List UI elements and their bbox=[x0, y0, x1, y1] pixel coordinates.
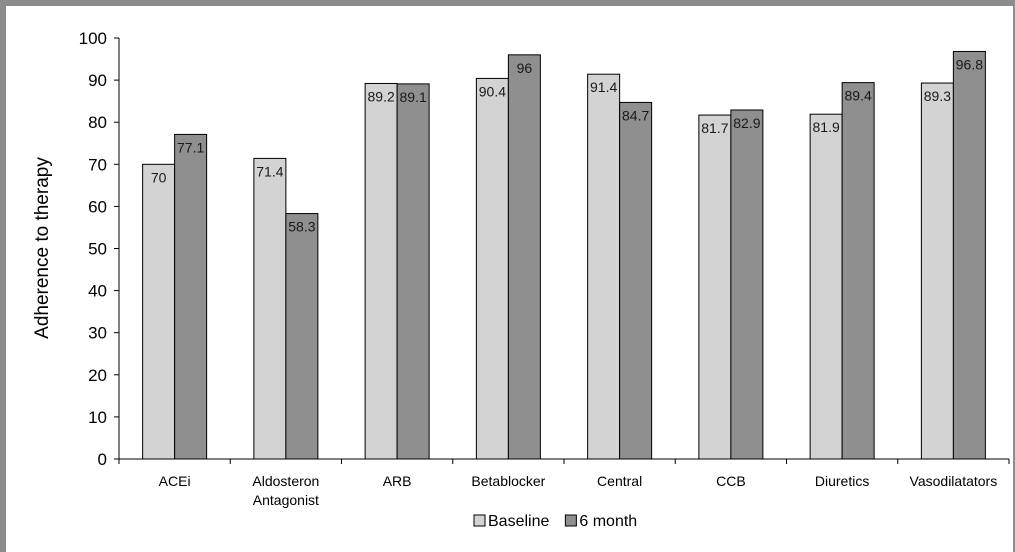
data-label: 96 bbox=[517, 60, 533, 76]
y-tick-label: 10 bbox=[88, 408, 107, 427]
y-tick-label: 20 bbox=[88, 366, 107, 385]
data-label: 89.4 bbox=[845, 88, 872, 104]
y-tick-label: 70 bbox=[88, 155, 107, 174]
y-tick-label: 0 bbox=[98, 450, 107, 469]
bar bbox=[174, 133, 208, 460]
data-label: 70 bbox=[151, 169, 167, 185]
legend-swatch bbox=[564, 514, 577, 527]
data-label: 91.4 bbox=[590, 79, 617, 95]
x-tick-label: Diuretics bbox=[815, 473, 869, 489]
x-tick-label: ARB bbox=[383, 473, 412, 489]
data-label: 96.8 bbox=[956, 56, 983, 72]
y-tick-label: 100 bbox=[79, 29, 107, 48]
data-label: 89.1 bbox=[400, 89, 427, 105]
y-axis-label: Adherence to therapy bbox=[32, 157, 53, 339]
legend-label: Baseline bbox=[488, 513, 549, 530]
data-label: 90.4 bbox=[479, 83, 506, 99]
x-tick-label: Central bbox=[597, 473, 642, 489]
legend: Baseline 6 month bbox=[473, 513, 637, 530]
data-label: 84.7 bbox=[622, 107, 649, 123]
data-label: 81.7 bbox=[701, 120, 728, 136]
x-tick-label-line: Vasodilatators bbox=[910, 473, 998, 489]
bar bbox=[587, 73, 621, 460]
bar bbox=[730, 109, 764, 460]
y-tick-label: 30 bbox=[88, 324, 107, 343]
x-tick-label-line: Antagonist bbox=[253, 492, 319, 508]
bar bbox=[507, 54, 541, 460]
x-tick-label-line: Central bbox=[597, 473, 642, 489]
bar bbox=[952, 50, 986, 460]
data-label: 81.9 bbox=[813, 119, 840, 135]
x-tick-label: Vasodilatators bbox=[910, 473, 998, 489]
y-tick-label: 40 bbox=[88, 282, 107, 301]
y-tick-label: 80 bbox=[88, 113, 107, 132]
y-tick-label: 90 bbox=[88, 71, 107, 90]
x-tick-label: Betablocker bbox=[471, 473, 545, 489]
x-tick-label-line: Aldosteron bbox=[252, 473, 319, 489]
data-label: 82.9 bbox=[733, 115, 760, 131]
x-tick-label: ACEi bbox=[159, 473, 191, 489]
bar bbox=[285, 213, 319, 460]
bar bbox=[396, 83, 430, 460]
bar bbox=[698, 114, 732, 460]
data-label: 58.3 bbox=[288, 219, 315, 235]
x-tick-label-line: Diuretics bbox=[815, 473, 869, 489]
data-label: 89.3 bbox=[924, 88, 951, 104]
bar bbox=[809, 113, 843, 460]
bar bbox=[142, 163, 176, 460]
x-tick-label: Aldosteron Antagonist bbox=[252, 473, 319, 508]
x-tick-label-line: ACEi bbox=[159, 473, 191, 489]
bar bbox=[475, 77, 509, 460]
x-tick-label-line: ARB bbox=[383, 473, 412, 489]
data-label: 89.2 bbox=[368, 88, 395, 104]
bar bbox=[841, 82, 875, 460]
data-label: 77.1 bbox=[177, 139, 204, 155]
data-label: 71.4 bbox=[256, 163, 283, 179]
y-tick-label: 60 bbox=[88, 197, 107, 216]
x-tick-label-line: CCB bbox=[716, 473, 746, 489]
bar bbox=[364, 82, 398, 460]
bar bbox=[253, 157, 287, 460]
bars bbox=[142, 50, 986, 460]
legend-label: 6 month bbox=[579, 513, 637, 530]
y-tick-label: 50 bbox=[88, 240, 107, 259]
x-tick-label: CCB bbox=[716, 473, 746, 489]
legend-swatch bbox=[473, 514, 486, 527]
data-labels: 70 71.4 89.2 90.4 91.4 81.7 81.9 89.3 77.1 58.3 89… bbox=[151, 56, 983, 234]
bar bbox=[920, 82, 954, 460]
bar bbox=[619, 101, 653, 460]
x-tick-label-line: Betablocker bbox=[471, 473, 545, 489]
